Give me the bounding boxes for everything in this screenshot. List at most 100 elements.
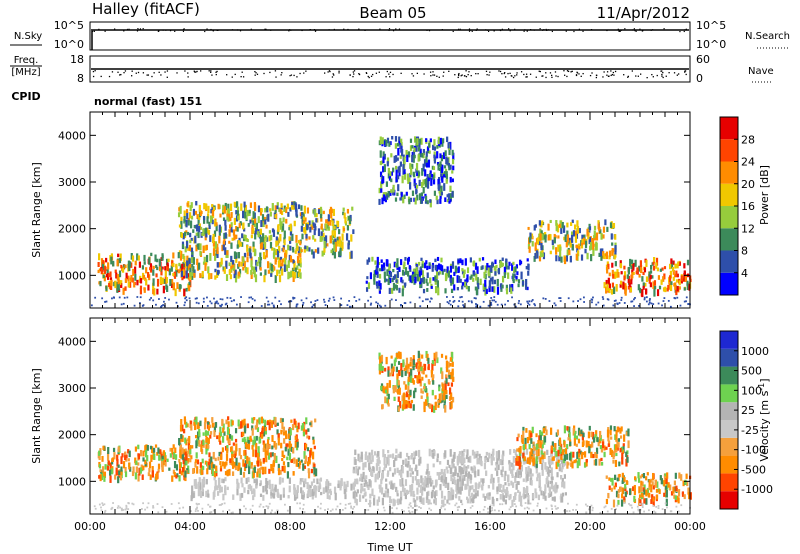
nave-sample bbox=[539, 70, 541, 73]
echo-cell bbox=[367, 282, 371, 289]
echo-cell bbox=[119, 506, 121, 509]
echo-cell bbox=[410, 369, 413, 377]
nave-sample bbox=[465, 70, 467, 72]
echo-cell bbox=[514, 449, 517, 455]
echo-cell bbox=[386, 157, 390, 164]
echo-cell bbox=[660, 478, 663, 485]
echo-cell bbox=[211, 462, 214, 471]
echo-cell bbox=[541, 220, 544, 225]
echo-cell bbox=[523, 507, 526, 510]
echo-cell bbox=[278, 245, 281, 253]
echo-cell bbox=[222, 478, 225, 484]
echo-cell bbox=[143, 287, 146, 291]
echo-cell bbox=[328, 209, 332, 214]
echo-cell bbox=[653, 257, 656, 264]
echo-cell bbox=[648, 271, 651, 278]
echo-cell bbox=[287, 260, 290, 268]
echo-cell bbox=[166, 458, 169, 462]
nave-sample bbox=[525, 73, 528, 75]
echo-cell bbox=[602, 304, 605, 307]
echo-cell bbox=[283, 263, 287, 272]
nsky-sample bbox=[441, 29, 443, 31]
echo-cell bbox=[205, 231, 208, 238]
echo-cell bbox=[517, 470, 521, 478]
echo-cell bbox=[238, 463, 241, 470]
echo-cell bbox=[371, 488, 374, 497]
echo-cell bbox=[364, 451, 368, 455]
echo-cell bbox=[177, 269, 181, 274]
echo-cell bbox=[242, 266, 245, 271]
echo-cell bbox=[548, 487, 552, 494]
echo-cell bbox=[518, 494, 521, 502]
echo-cell bbox=[269, 241, 273, 249]
echo-cell bbox=[633, 484, 636, 492]
echo-cell bbox=[251, 297, 254, 300]
echo-cell bbox=[626, 450, 629, 455]
echo-cell bbox=[550, 467, 553, 476]
echo-cell bbox=[207, 266, 210, 274]
echo-cell bbox=[336, 240, 339, 247]
echo-cell bbox=[444, 288, 447, 294]
echo-cell bbox=[131, 255, 135, 262]
echo-cell bbox=[341, 509, 344, 511]
echo-cell bbox=[286, 509, 289, 512]
nsky-sample bbox=[204, 30, 206, 33]
echo-cell bbox=[272, 467, 275, 474]
echo-cell bbox=[393, 499, 396, 506]
echo-cell bbox=[408, 275, 411, 281]
echo-cell bbox=[459, 486, 462, 495]
echo-cell bbox=[528, 470, 531, 477]
echo-cell bbox=[453, 476, 456, 484]
echo-cell bbox=[605, 279, 608, 285]
echo-cell bbox=[620, 296, 623, 299]
echo-cell bbox=[230, 300, 233, 303]
echo-cell bbox=[541, 463, 544, 470]
echo-cell bbox=[264, 426, 267, 432]
echo-cell bbox=[524, 443, 527, 450]
echo-cell bbox=[440, 367, 443, 374]
echo-cell bbox=[208, 225, 211, 230]
echo-cell bbox=[293, 220, 296, 227]
echo-cell bbox=[427, 471, 431, 476]
echo-cell bbox=[375, 301, 378, 304]
nave-sample bbox=[255, 72, 257, 74]
echo-cell bbox=[243, 418, 246, 426]
echo-cell bbox=[500, 283, 503, 290]
nsky-sample bbox=[475, 29, 477, 31]
echo-cell bbox=[206, 296, 208, 299]
echo-cell bbox=[305, 297, 308, 300]
echo-cell bbox=[102, 274, 105, 278]
echo-cell bbox=[390, 153, 393, 158]
echo-cell bbox=[280, 221, 283, 227]
echo-cell bbox=[197, 482, 200, 486]
echo-cell bbox=[206, 468, 209, 475]
echo-cell bbox=[213, 426, 217, 433]
echo-cell bbox=[276, 250, 280, 258]
echo-cell bbox=[223, 237, 226, 242]
echo-cell bbox=[212, 509, 215, 512]
echo-cell bbox=[173, 271, 177, 279]
echo-cell bbox=[149, 263, 153, 271]
echo-cell bbox=[640, 268, 643, 274]
echo-cell bbox=[179, 424, 183, 432]
echo-cell bbox=[632, 263, 635, 269]
echo-cell bbox=[641, 289, 644, 298]
echo-cell bbox=[414, 197, 417, 205]
echo-cell bbox=[527, 263, 530, 268]
echo-cell bbox=[170, 282, 174, 289]
nave-sample bbox=[135, 72, 137, 74]
echo-cell bbox=[294, 267, 297, 273]
echo-cell bbox=[421, 270, 424, 275]
echo-cell bbox=[532, 509, 535, 512]
echo-cell bbox=[524, 494, 527, 499]
echo-cell bbox=[172, 262, 175, 268]
echo-cell bbox=[608, 288, 611, 294]
nsky-sample bbox=[398, 28, 401, 30]
echo-cell bbox=[445, 272, 448, 280]
echo-cell bbox=[221, 503, 224, 505]
echo-cell bbox=[183, 469, 186, 477]
echo-cell bbox=[530, 448, 533, 455]
echo-cell bbox=[296, 265, 299, 270]
echo-cell bbox=[432, 178, 436, 185]
echo-cell bbox=[300, 299, 303, 302]
